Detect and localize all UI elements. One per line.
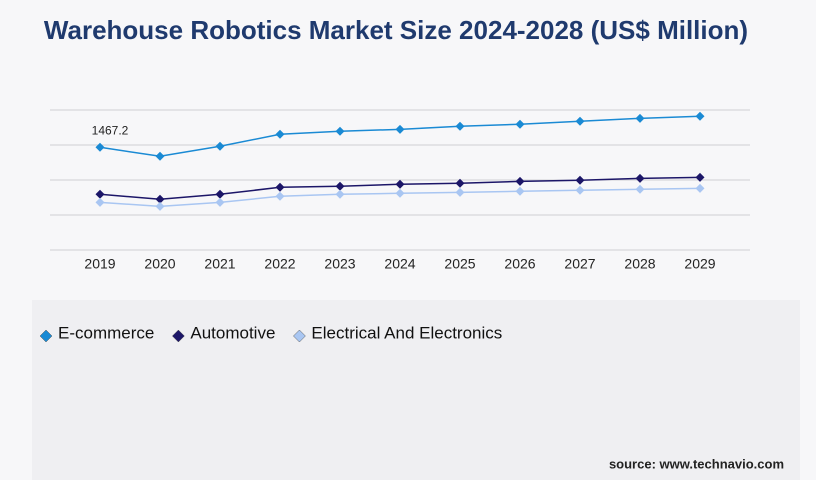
data-point bbox=[335, 126, 345, 136]
data-point bbox=[95, 197, 105, 207]
legend-label: Electrical And Electronics bbox=[311, 323, 502, 342]
x-tick-label: 2025 bbox=[444, 256, 475, 272]
x-tick-label: 2024 bbox=[384, 256, 415, 272]
data-point bbox=[635, 113, 645, 123]
data-point bbox=[155, 201, 165, 211]
data-label: 1467.2 bbox=[92, 123, 129, 137]
lower-panel bbox=[32, 300, 800, 480]
data-point bbox=[215, 189, 225, 199]
data-point bbox=[275, 191, 285, 201]
data-point bbox=[455, 178, 465, 188]
data-point bbox=[695, 183, 705, 193]
data-point bbox=[575, 175, 585, 185]
data-point bbox=[275, 129, 285, 139]
data-point bbox=[335, 189, 345, 199]
data-point bbox=[515, 186, 525, 196]
data-point bbox=[395, 179, 405, 189]
data-point bbox=[335, 181, 345, 191]
data-point bbox=[95, 189, 105, 199]
source: source: www.technavio.com bbox=[609, 456, 784, 471]
data-point bbox=[395, 124, 405, 134]
legend-marker bbox=[172, 329, 185, 343]
data-point bbox=[395, 188, 405, 198]
x-tick-label: 2026 bbox=[504, 256, 535, 272]
data-point bbox=[95, 142, 105, 152]
data-point bbox=[575, 116, 585, 126]
legend-marker bbox=[293, 329, 306, 343]
x-tick-label: 2020 bbox=[144, 256, 175, 272]
data-point bbox=[455, 187, 465, 197]
data-point bbox=[575, 185, 585, 195]
data-point bbox=[155, 194, 165, 204]
x-tick-label: 2027 bbox=[564, 256, 595, 272]
data-point bbox=[155, 151, 165, 161]
data-point bbox=[695, 111, 705, 121]
data-point bbox=[515, 176, 525, 186]
x-tick-label: 2021 bbox=[204, 256, 235, 272]
data-point bbox=[635, 173, 645, 183]
legend-label: Automotive bbox=[190, 323, 275, 342]
legend-marker bbox=[39, 329, 53, 343]
data-point bbox=[215, 197, 225, 207]
data-point bbox=[215, 141, 225, 151]
x-tick-label: 2029 bbox=[684, 256, 715, 272]
x-tick-label: 2022 bbox=[264, 256, 295, 272]
x-tick-label: 2023 bbox=[324, 256, 355, 272]
data-point bbox=[275, 182, 285, 192]
data-point bbox=[635, 184, 645, 194]
legend-label: E-commerce bbox=[58, 323, 154, 342]
chart-title: Warehouse Robotics Market Size 2024-2028… bbox=[44, 15, 748, 45]
data-point bbox=[695, 172, 705, 182]
x-tick-label: 2019 bbox=[84, 256, 115, 272]
data-point bbox=[515, 119, 525, 129]
data-point bbox=[455, 121, 465, 131]
x-tick-label: 2028 bbox=[624, 256, 655, 272]
